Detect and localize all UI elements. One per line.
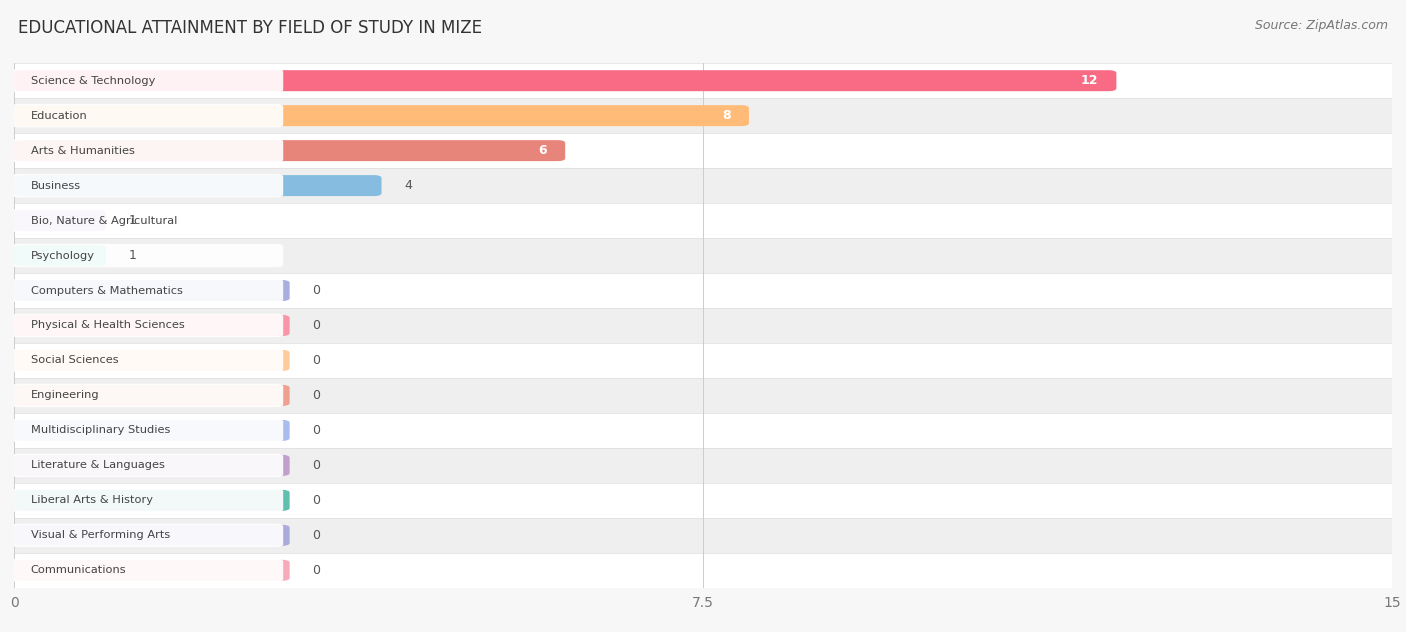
FancyBboxPatch shape (14, 133, 1392, 168)
Text: Science & Technology: Science & Technology (31, 76, 155, 86)
FancyBboxPatch shape (14, 455, 290, 476)
FancyBboxPatch shape (14, 273, 1392, 308)
Text: 0: 0 (312, 459, 321, 472)
Text: 12: 12 (1080, 74, 1098, 87)
FancyBboxPatch shape (11, 279, 283, 302)
FancyBboxPatch shape (14, 245, 105, 266)
FancyBboxPatch shape (11, 523, 283, 547)
FancyBboxPatch shape (14, 105, 749, 126)
FancyBboxPatch shape (14, 448, 1392, 483)
FancyBboxPatch shape (11, 559, 283, 582)
Text: 0: 0 (312, 389, 321, 402)
FancyBboxPatch shape (14, 175, 381, 196)
FancyBboxPatch shape (11, 139, 283, 162)
FancyBboxPatch shape (14, 210, 105, 231)
FancyBboxPatch shape (11, 489, 283, 512)
Text: Literature & Languages: Literature & Languages (31, 460, 165, 470)
FancyBboxPatch shape (14, 140, 565, 161)
Text: Psychology: Psychology (31, 250, 94, 260)
FancyBboxPatch shape (14, 350, 290, 371)
FancyBboxPatch shape (14, 385, 290, 406)
Text: 0: 0 (312, 424, 321, 437)
FancyBboxPatch shape (14, 70, 1116, 91)
Text: 0: 0 (312, 284, 321, 297)
FancyBboxPatch shape (14, 98, 1392, 133)
FancyBboxPatch shape (14, 280, 290, 301)
FancyBboxPatch shape (11, 209, 283, 233)
Text: 1: 1 (129, 249, 136, 262)
Text: Social Sciences: Social Sciences (31, 355, 118, 365)
FancyBboxPatch shape (11, 104, 283, 128)
FancyBboxPatch shape (14, 168, 1392, 203)
Text: EDUCATIONAL ATTAINMENT BY FIELD OF STUDY IN MIZE: EDUCATIONAL ATTAINMENT BY FIELD OF STUDY… (18, 19, 482, 37)
FancyBboxPatch shape (14, 518, 1392, 553)
FancyBboxPatch shape (14, 238, 1392, 273)
Text: 4: 4 (405, 179, 412, 192)
Text: Engineering: Engineering (31, 391, 100, 401)
FancyBboxPatch shape (11, 418, 283, 442)
Text: 0: 0 (312, 319, 321, 332)
Text: Bio, Nature & Agricultural: Bio, Nature & Agricultural (31, 216, 177, 226)
Text: Education: Education (31, 111, 87, 121)
FancyBboxPatch shape (11, 244, 283, 267)
Text: 0: 0 (312, 529, 321, 542)
FancyBboxPatch shape (11, 313, 283, 337)
Text: 1: 1 (129, 214, 136, 227)
FancyBboxPatch shape (14, 308, 1392, 343)
FancyBboxPatch shape (11, 384, 283, 407)
Text: Computers & Mathematics: Computers & Mathematics (31, 286, 183, 296)
Text: Arts & Humanities: Arts & Humanities (31, 145, 135, 155)
Text: Multidisciplinary Studies: Multidisciplinary Studies (31, 425, 170, 435)
Text: 8: 8 (721, 109, 731, 122)
FancyBboxPatch shape (14, 525, 290, 546)
FancyBboxPatch shape (14, 483, 1392, 518)
Text: Source: ZipAtlas.com: Source: ZipAtlas.com (1254, 19, 1388, 32)
FancyBboxPatch shape (14, 315, 290, 336)
FancyBboxPatch shape (14, 420, 290, 441)
FancyBboxPatch shape (11, 69, 283, 92)
Text: Communications: Communications (31, 565, 127, 575)
Text: 0: 0 (312, 354, 321, 367)
FancyBboxPatch shape (14, 63, 1392, 98)
Text: Visual & Performing Arts: Visual & Performing Arts (31, 530, 170, 540)
FancyBboxPatch shape (14, 560, 290, 581)
FancyBboxPatch shape (14, 490, 290, 511)
FancyBboxPatch shape (11, 174, 283, 197)
Text: 0: 0 (312, 564, 321, 577)
FancyBboxPatch shape (14, 413, 1392, 448)
FancyBboxPatch shape (11, 349, 283, 372)
Text: Business: Business (31, 181, 80, 191)
FancyBboxPatch shape (14, 553, 1392, 588)
FancyBboxPatch shape (14, 378, 1392, 413)
FancyBboxPatch shape (14, 343, 1392, 378)
Text: Liberal Arts & History: Liberal Arts & History (31, 495, 153, 506)
Text: Physical & Health Sciences: Physical & Health Sciences (31, 320, 184, 331)
FancyBboxPatch shape (14, 203, 1392, 238)
Text: 6: 6 (538, 144, 547, 157)
Text: 0: 0 (312, 494, 321, 507)
FancyBboxPatch shape (11, 454, 283, 477)
